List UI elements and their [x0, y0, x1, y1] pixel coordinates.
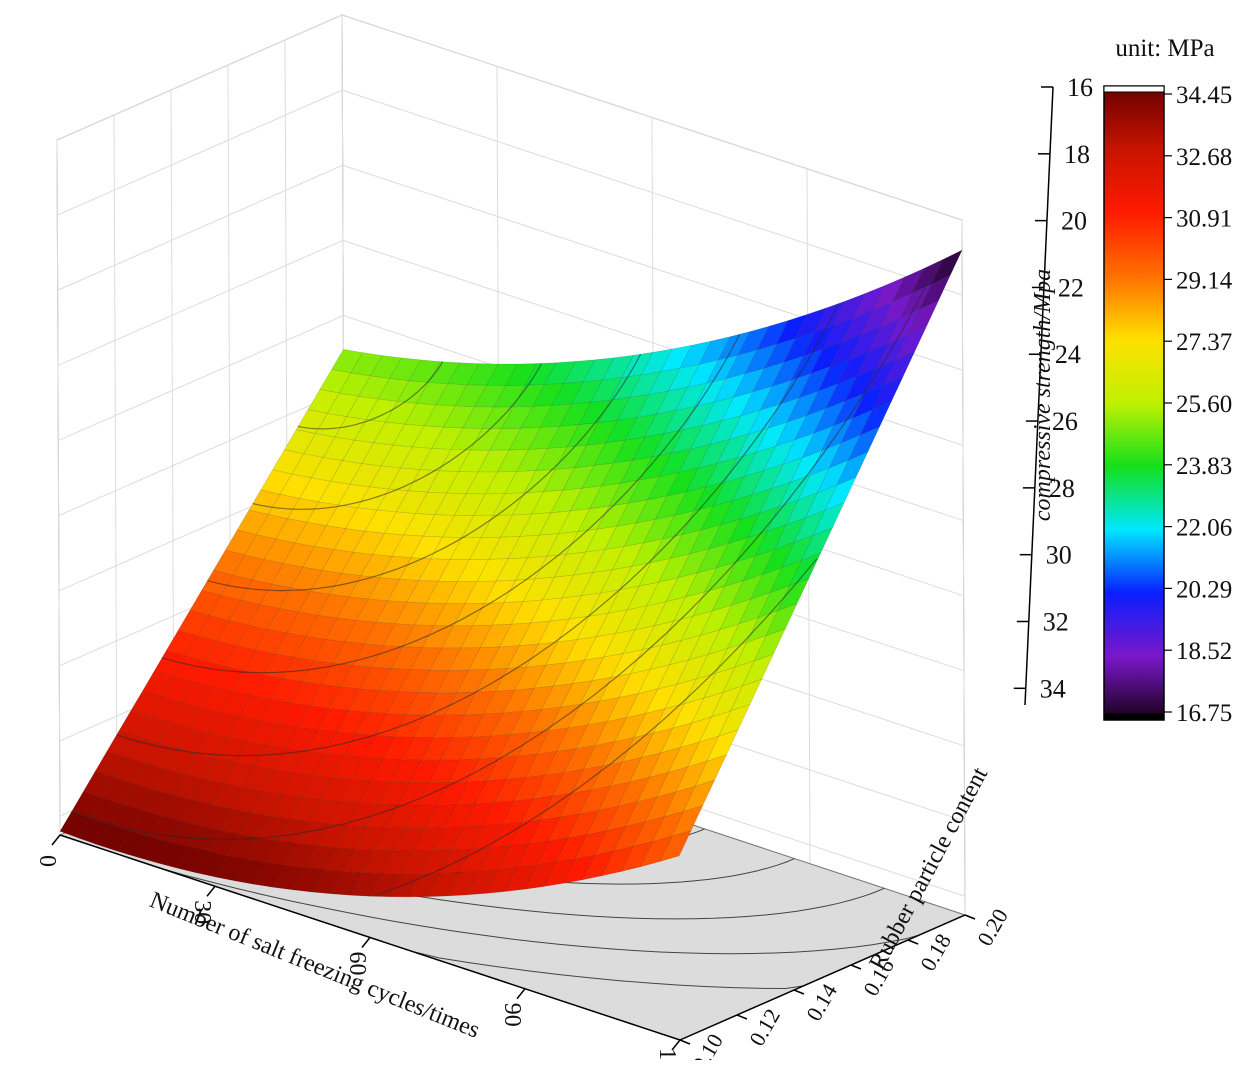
- colorbar-gradient: [1103, 85, 1165, 721]
- x-tick-label: 30: [189, 900, 215, 924]
- surface-contour: [71, 261, 938, 841]
- surface-cell: [883, 350, 916, 386]
- y-tick: [850, 964, 862, 970]
- colorbar-tick-label: 16.75: [1176, 700, 1232, 727]
- colorbar-tick-label: 23.83: [1176, 453, 1232, 480]
- surface-cell: [706, 729, 739, 762]
- z-axis-title: compressive strength/Mpa: [1030, 269, 1056, 521]
- colorbar-tick-label: 29.14: [1176, 267, 1233, 294]
- x-tick: [516, 988, 526, 1000]
- surface-cell: [812, 501, 845, 536]
- grid-line: [56, 139, 61, 836]
- z-tick-label: 28: [1049, 474, 1075, 503]
- surface-plot: [59, 249, 963, 898]
- grid-line: [56, 14, 343, 141]
- surface-contour: [161, 334, 741, 674]
- colorbar-cap-bottom: [1103, 713, 1165, 721]
- z-tick-label: 24: [1055, 340, 1081, 369]
- grid-line: [58, 315, 344, 441]
- surface-cell: [659, 830, 692, 862]
- y-tick-label: 0.12: [744, 1004, 785, 1050]
- y-tick: [679, 1039, 691, 1045]
- y-tick: [736, 1014, 748, 1020]
- y-tick: [793, 989, 805, 995]
- grid-line: [57, 89, 343, 216]
- surface-contour: [207, 353, 642, 592]
- x-tick: [361, 937, 371, 948]
- colorbar-tick-label: 20.29: [1176, 576, 1232, 603]
- grid-line: [961, 219, 966, 916]
- colorbar: 34.45 32.68 30.91 29.14 27.37 25.60 23.83 22.06…: [1103, 82, 1233, 727]
- surface-cell: [906, 299, 940, 336]
- z-tick-label: 16: [1067, 73, 1093, 102]
- z-tick-label: 30: [1046, 541, 1072, 570]
- colorbar-title: unit: MPa: [1115, 35, 1214, 62]
- grid-line: [57, 164, 343, 291]
- surface-cell: [847, 426, 881, 461]
- colorbar-tick-label: 18.52: [1176, 638, 1232, 665]
- x-tick-label: 120: [654, 1048, 680, 1060]
- surface-cell: [859, 400, 893, 436]
- grid-line: [113, 114, 118, 811]
- surface-cell: [694, 754, 727, 787]
- y-tick-label: 0.18: [915, 929, 956, 975]
- surface-cell: [800, 527, 834, 562]
- surface-cell: [682, 779, 716, 812]
- y-tick: [964, 914, 976, 920]
- z-tick-label: 34: [1040, 674, 1066, 703]
- z-tick-label: 32: [1043, 607, 1069, 636]
- surface-contour: [375, 558, 818, 896]
- colorbar-tick-label: 25.60: [1176, 391, 1232, 418]
- colorbar-cap-top: [1103, 85, 1165, 93]
- x-tick-label: 0: [34, 855, 60, 867]
- x-tick-label: 60: [344, 952, 370, 976]
- colorbar-tick-label: 30.91: [1176, 206, 1232, 233]
- z-tick-label: 20: [1061, 207, 1087, 236]
- x-tick-label: 90: [499, 1003, 525, 1027]
- z-tick-label: 22: [1058, 273, 1084, 302]
- surface-cell: [824, 476, 857, 511]
- x-tick: [671, 1039, 681, 1051]
- surface-contour: [116, 303, 840, 757]
- grid-line: [57, 239, 344, 366]
- y-tick-label: 0.14: [801, 979, 842, 1025]
- surface-cell: [930, 249, 963, 286]
- y-tick-label: 0.20: [972, 904, 1013, 950]
- surface-contour: [252, 363, 543, 510]
- z-axis-line: [1024, 86, 1054, 706]
- x-tick: [51, 834, 61, 846]
- surface-cell: [765, 602, 798, 637]
- y-tick: [907, 939, 919, 945]
- z-tick-label: 26: [1052, 407, 1078, 436]
- y-axis-line: [679, 914, 966, 1041]
- grid-line: [58, 390, 344, 517]
- colorbar-tick-label: 32.68: [1176, 144, 1232, 171]
- colorbar-tick-label: 34.45: [1176, 82, 1232, 109]
- surface-cell: [718, 703, 751, 737]
- surface-contour: [297, 361, 444, 430]
- surface-cell: [836, 451, 869, 486]
- surface-cell: [741, 653, 775, 687]
- z-tick-label: 18: [1064, 140, 1090, 169]
- x-tick: [206, 885, 216, 897]
- surface-cell: [753, 628, 786, 662]
- floor-contour: [59, 834, 966, 955]
- colorbar-tick-label: 27.37: [1176, 329, 1232, 356]
- colorbar-tick-label: 22.06: [1176, 515, 1232, 542]
